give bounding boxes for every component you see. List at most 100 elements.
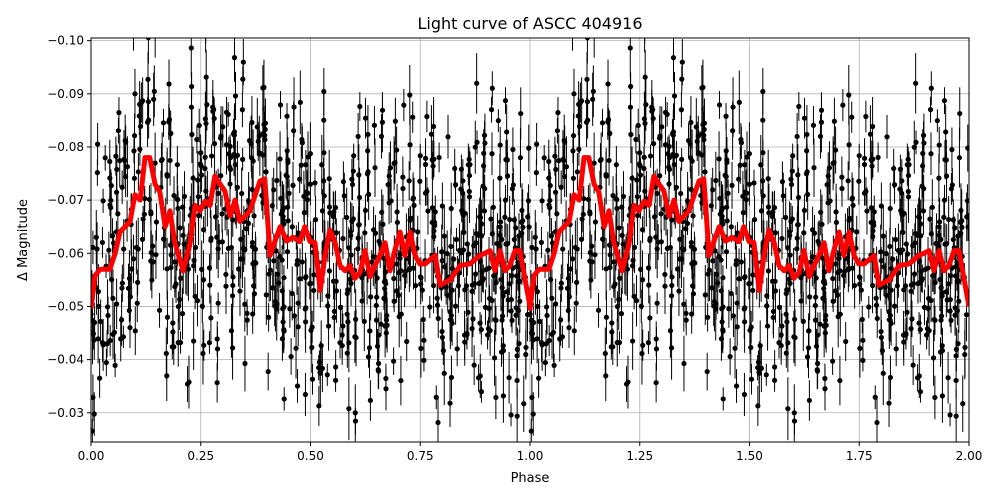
data-point (479, 232, 485, 239)
data-point (690, 283, 696, 289)
data-point (748, 376, 755, 382)
data-point (509, 317, 515, 323)
data-point (319, 162, 325, 168)
data-point (418, 281, 424, 287)
data-point (373, 317, 380, 323)
data-point (912, 230, 919, 237)
data-point (941, 214, 947, 220)
data-point (963, 312, 969, 318)
data-point (611, 283, 617, 290)
data-point (742, 189, 748, 195)
data-point (947, 296, 953, 303)
data-point (287, 306, 293, 312)
data-point (551, 362, 557, 368)
data-point (330, 278, 337, 284)
data-point (295, 324, 301, 330)
data-point (830, 358, 836, 364)
data-point (642, 120, 648, 127)
data-point (846, 92, 852, 98)
data-point (801, 207, 808, 214)
data-point (881, 264, 887, 270)
data-point (832, 288, 839, 294)
data-point (562, 139, 568, 145)
data-point (629, 175, 635, 181)
data-point (857, 345, 863, 351)
data-point (700, 84, 706, 90)
data-point (705, 314, 711, 320)
data-point (211, 141, 218, 147)
data-point (429, 157, 435, 163)
data-point (569, 256, 576, 262)
data-point (817, 321, 823, 327)
data-point (795, 194, 802, 201)
data-point (359, 298, 365, 304)
data-point (398, 268, 404, 274)
data-point (766, 210, 772, 216)
data-point (578, 236, 585, 242)
data-point (280, 306, 286, 312)
data-point (638, 303, 644, 309)
data-point (152, 160, 158, 166)
data-point (250, 158, 256, 164)
data-point (563, 164, 570, 170)
data-point (627, 45, 633, 51)
data-point (352, 334, 358, 340)
data-point (685, 137, 692, 144)
data-point (203, 74, 209, 80)
y-tick-label: −0.04 (47, 353, 84, 367)
data-point (462, 339, 468, 345)
data-point (344, 311, 350, 317)
data-point (608, 344, 614, 350)
data-point (194, 136, 200, 143)
data-point (142, 195, 148, 202)
data-point (172, 283, 178, 290)
data-point (938, 236, 944, 243)
data-point (659, 124, 665, 130)
data-point (333, 364, 339, 370)
data-point (863, 188, 869, 194)
data-point (711, 298, 718, 305)
data-point (658, 211, 664, 217)
data-point (863, 113, 869, 120)
data-point (903, 241, 909, 247)
data-point (161, 236, 167, 242)
data-point (513, 312, 519, 318)
data-point (546, 158, 552, 165)
data-point (246, 137, 253, 144)
data-point (860, 357, 866, 363)
data-point (452, 303, 459, 309)
data-point (153, 252, 159, 258)
data-point (361, 318, 367, 324)
data-point (679, 156, 685, 162)
model-line (91, 155, 969, 312)
data-point (641, 154, 647, 160)
data-point (558, 285, 564, 291)
data-point (943, 173, 950, 179)
data-point (720, 205, 726, 211)
data-point (679, 59, 685, 65)
data-point (941, 98, 948, 104)
data-point (850, 202, 856, 208)
data-point (643, 102, 649, 108)
data-point (293, 345, 299, 351)
data-point (788, 176, 794, 182)
data-point (720, 396, 726, 402)
data-point (504, 173, 511, 179)
data-point (518, 110, 524, 117)
data-point (317, 369, 323, 375)
data-point (939, 348, 946, 354)
data-point (900, 229, 906, 236)
data-point (391, 275, 397, 282)
data-point (902, 283, 909, 289)
data-point (386, 200, 392, 206)
data-point (788, 181, 795, 188)
data-point (765, 176, 771, 182)
data-point (153, 219, 160, 225)
data-point (928, 151, 934, 157)
data-point (932, 317, 938, 323)
data-point (249, 239, 256, 246)
data-point (936, 175, 942, 181)
data-point (821, 278, 827, 284)
data-point (568, 266, 574, 272)
data-point (281, 327, 287, 333)
